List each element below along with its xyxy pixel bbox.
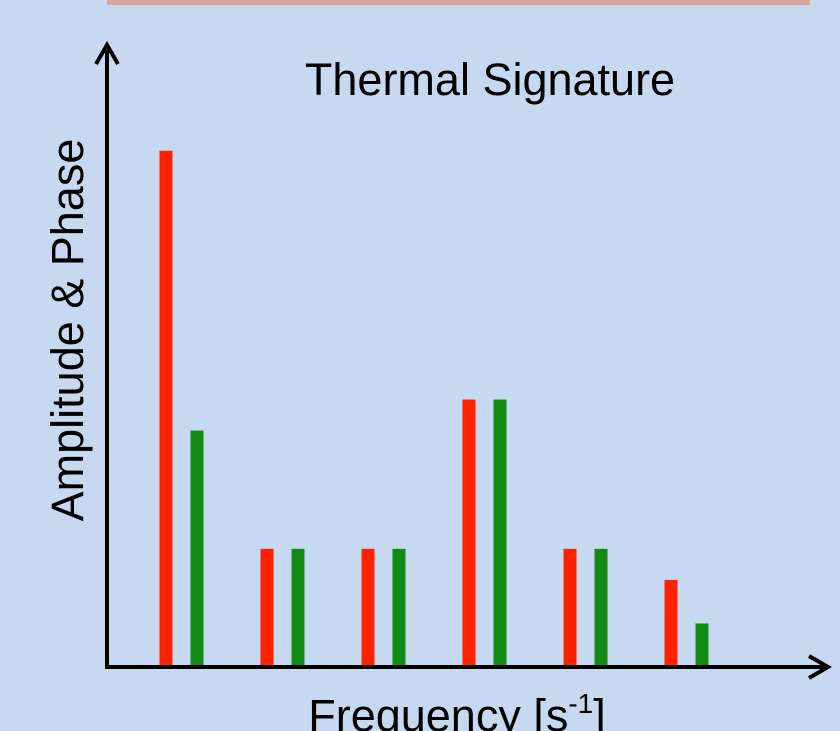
chart-title: Thermal Signature (305, 54, 675, 105)
x-axis-label-suffix: ] (593, 690, 606, 731)
bar (190, 430, 204, 667)
bar (392, 548, 406, 667)
bar (291, 548, 305, 667)
x-axis-arrow (807, 654, 832, 680)
top-image-strip (107, 0, 810, 5)
x-axis-label: Frequency [s-1] (308, 688, 606, 731)
y-axis-arrow (94, 41, 120, 66)
bar (493, 399, 507, 667)
plot-area (159, 150, 709, 668)
bar (361, 548, 375, 667)
y-axis-label: Amplitude & Phase (42, 139, 93, 522)
bar (260, 548, 274, 667)
bar (664, 579, 678, 667)
bar (462, 399, 476, 667)
bar (695, 623, 709, 667)
x-axis-label-text: Frequency [s (308, 690, 568, 731)
bar (594, 548, 608, 667)
x-axis-label-superscript: -1 (568, 688, 593, 719)
bar (159, 150, 173, 668)
bar (563, 548, 577, 667)
